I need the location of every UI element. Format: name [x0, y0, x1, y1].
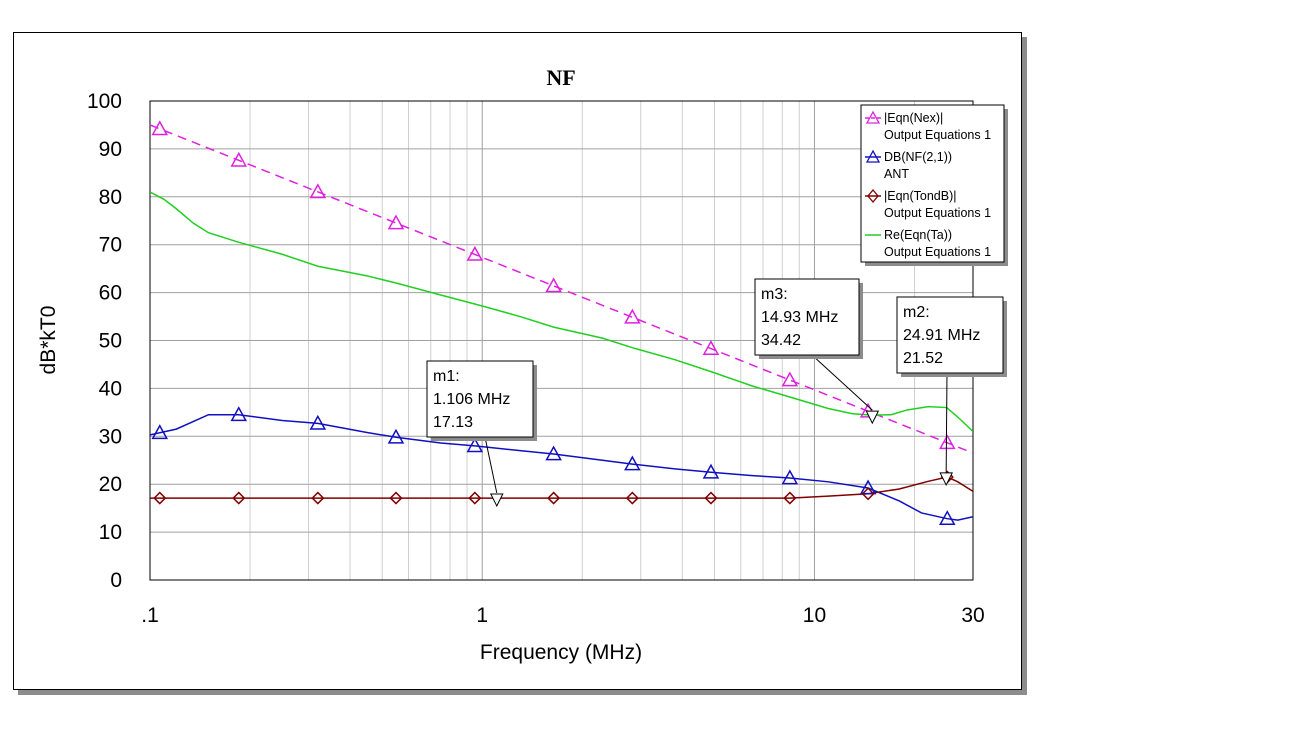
y-tick-label: 50	[99, 330, 122, 353]
series-marker-0	[781, 371, 799, 387]
series-marker-1	[781, 469, 799, 485]
marker-point	[489, 493, 504, 508]
series-marker-0	[151, 120, 169, 136]
series-marker-1	[624, 455, 641, 471]
series-line-3	[150, 191, 973, 433]
series-marker-0	[702, 340, 720, 355]
series-line-2	[150, 476, 973, 499]
marker-box	[896, 296, 1004, 374]
series-marker-2	[625, 491, 639, 505]
y-tick-label: 90	[99, 138, 122, 161]
series-marker-1	[859, 479, 877, 495]
marker-y-value: 21.52	[903, 350, 943, 367]
series-marker-0	[466, 245, 484, 261]
y-tick-label: 70	[99, 234, 122, 257]
series-marker-0	[309, 183, 327, 199]
marker-y-value: 17.13	[433, 414, 473, 431]
legend-series-name: |Eqn(Nex)|	[884, 111, 943, 125]
series-marker-1	[151, 424, 169, 440]
series-marker-0	[859, 402, 877, 418]
series-marker-2	[468, 491, 482, 505]
marker-box	[426, 360, 534, 438]
marker-x-value: 14.93 MHz	[761, 309, 838, 326]
y-tick-label: 60	[99, 282, 122, 305]
legend-series-source: Output Equations 1	[884, 128, 991, 142]
marker-leader	[811, 354, 873, 411]
legend-swatch-marker	[865, 110, 881, 124]
series-line-1	[150, 414, 973, 521]
y-tick-label: 100	[87, 90, 122, 113]
marker-leader	[484, 436, 498, 494]
series-group	[150, 124, 973, 521]
series-marker-0	[545, 277, 562, 293]
series-marker-1	[702, 463, 720, 479]
series-marker-2	[704, 491, 718, 505]
y-tick-label: 80	[99, 186, 122, 209]
marker-box	[754, 278, 860, 356]
series-marker-0	[938, 434, 956, 450]
series-marker-2	[389, 491, 403, 505]
marker-point	[865, 410, 880, 425]
series-marker-1	[309, 414, 327, 430]
y-tick-label: 20	[99, 473, 122, 496]
legend-series-source: Output Equations 1	[884, 245, 991, 259]
series-marker-0	[387, 214, 405, 230]
x-tick-label: 30	[961, 604, 984, 627]
x-axis-label: Frequency (MHz)	[480, 641, 642, 664]
legend-series-name: DB(NF(2,1))	[884, 150, 952, 164]
series-marker-1	[938, 510, 956, 526]
x-tick-label: .1	[141, 604, 159, 627]
x-tick-label: 1	[476, 604, 488, 627]
marker-y-value: 34.42	[761, 332, 801, 349]
x-tick-labels: .1 1 10 30	[141, 604, 984, 627]
y-tick-labels: 0 10 20 30 40 50 60 70 80 90 100	[87, 90, 122, 592]
y-tick-label: 30	[99, 425, 122, 448]
marker-label: m2:	[903, 304, 930, 321]
series-marker-1	[466, 437, 484, 453]
series-marker-2	[861, 487, 875, 501]
legend-swatch-marker	[865, 149, 881, 163]
legend[interactable]: |Eqn(Nex)| Output Equations 1 DB(NF(2,1)) A…	[860, 104, 1008, 266]
chart-title: NF	[546, 65, 575, 90]
series-marker-1	[230, 406, 248, 422]
legend-series-source: Output Equations 1	[884, 206, 991, 220]
series-marker-2	[153, 491, 167, 505]
series-marker-1	[387, 428, 405, 444]
legend-swatch-marker	[867, 188, 879, 204]
legend-box	[860, 104, 1005, 263]
marker-leader	[945, 372, 948, 472]
marker-annotations: m1: 1.106 MHz 17.13 m2: 24.91 MHz 21.52 m3: 14.…	[426, 278, 1007, 508]
y-axis-label: dB*kT0	[37, 306, 60, 375]
y-tick-label: 0	[110, 569, 122, 592]
marker-x-value: 1.106 MHz	[433, 391, 510, 408]
series-marker-2	[311, 491, 325, 505]
legend-series-name: |Eqn(TondB)|	[884, 189, 957, 203]
series-marker-1	[545, 445, 562, 461]
marker-x-value: 24.91 MHz	[903, 327, 980, 344]
legend-series-source: ANT	[884, 167, 909, 181]
series-marker-2	[547, 491, 561, 505]
series-marker-2	[232, 491, 246, 505]
series-line-0	[150, 124, 973, 454]
marker-label: m3:	[761, 286, 788, 303]
legend-series-name: Re(Eqn(Ta))	[884, 228, 952, 242]
y-tick-label: 10	[99, 521, 122, 544]
series-marker-0	[230, 151, 248, 167]
y-tick-label: 40	[99, 377, 122, 400]
x-tick-label: 10	[803, 604, 826, 627]
series-marker-2	[783, 491, 797, 505]
marker-label: m1:	[433, 368, 460, 385]
marker-point	[939, 472, 953, 487]
series-marker-0	[624, 308, 641, 324]
